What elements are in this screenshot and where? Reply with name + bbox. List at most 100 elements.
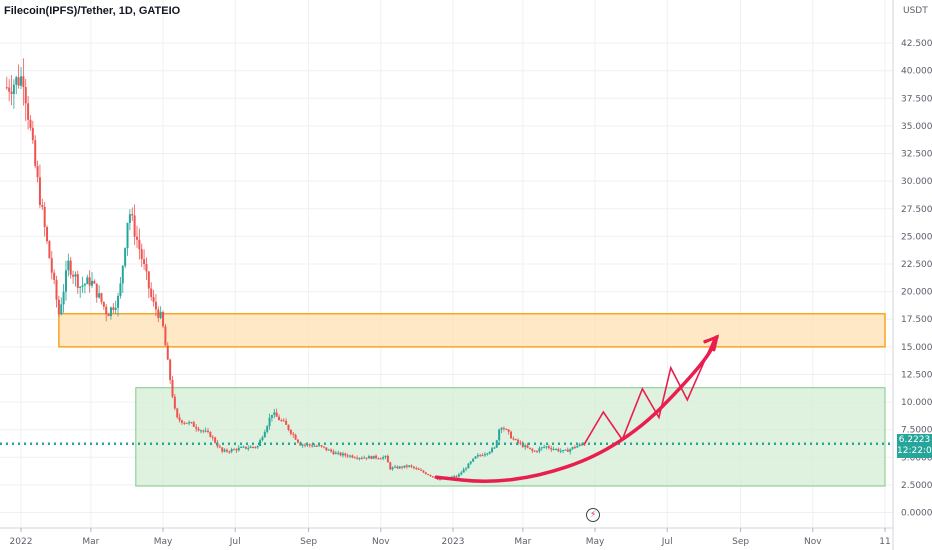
candle-body: [242, 446, 245, 448]
x-tick-label: 2023: [442, 537, 465, 547]
candle-body: [249, 446, 252, 448]
candle-body: [88, 277, 91, 286]
candle-body: [114, 307, 117, 310]
candle-body: [322, 446, 325, 448]
candle-body: [275, 412, 278, 417]
candle-body: [301, 444, 304, 446]
candle-body: [154, 301, 157, 310]
candle-body: [199, 430, 202, 432]
candle-body: [330, 449, 333, 452]
candle-body: [379, 458, 382, 460]
candle-body: [214, 437, 217, 443]
candle-body: [382, 457, 385, 459]
candle-body: [282, 420, 285, 422]
candle-body: [183, 422, 186, 424]
candle-body: [292, 433, 295, 435]
candle-body: [244, 446, 247, 449]
candle-body: [372, 455, 375, 459]
flash-icon[interactable]: ⚡: [586, 508, 600, 522]
candle-body: [427, 474, 430, 476]
x-tick-label: Nov: [372, 537, 390, 547]
candle-body: [126, 222, 129, 249]
y-tick-label: 12.5000: [901, 370, 932, 380]
candle-body: [349, 455, 352, 457]
candle-body: [34, 140, 37, 166]
candle-body: [431, 476, 434, 478]
candle-body: [157, 309, 160, 318]
candle-body: [105, 306, 108, 315]
candle-body: [332, 451, 335, 455]
candle-body: [143, 259, 146, 264]
candle-body: [304, 444, 307, 446]
candle-body: [315, 445, 318, 447]
candle-body: [543, 446, 546, 448]
x-tick-label: 2022: [10, 537, 33, 547]
y-tick-label: 37.5000: [901, 94, 932, 104]
candle-body: [365, 457, 368, 459]
candle-body: [178, 417, 181, 421]
candle-body: [517, 439, 520, 443]
x-tick-label: Mar: [82, 537, 99, 547]
candle-body: [337, 452, 340, 454]
candle-body: [98, 293, 101, 298]
candle-body: [571, 447, 574, 450]
candle-body: [15, 77, 18, 85]
candle-body: [538, 448, 541, 452]
x-tick-label: May: [154, 537, 173, 547]
candle-body: [5, 87, 8, 89]
x-tick-label: 11: [879, 537, 890, 547]
candle-body: [514, 439, 517, 441]
candle-body: [209, 431, 212, 437]
candle-body: [526, 445, 529, 448]
arc-arrowhead: [703, 334, 720, 352]
candle-body: [394, 466, 397, 468]
y-tick-label: 25.0000: [901, 232, 932, 242]
candle-body: [166, 345, 169, 360]
candle-body: [438, 479, 441, 481]
candle-body: [211, 436, 214, 438]
candle-body: [313, 445, 316, 447]
candle-body: [261, 437, 264, 441]
candle-body: [420, 469, 423, 471]
x-tick-label: May: [586, 537, 605, 547]
candle-body: [17, 77, 20, 86]
candle-body: [285, 420, 288, 425]
candle-body: [377, 458, 380, 460]
candle-body: [152, 297, 155, 302]
candle-body: [472, 458, 475, 462]
candle-body: [204, 430, 207, 432]
candle-body: [415, 468, 418, 470]
candle-body: [287, 424, 290, 430]
candle-body: [124, 248, 127, 266]
candle-body: [562, 449, 565, 451]
candle-body: [254, 446, 257, 448]
candle-body: [240, 447, 243, 449]
y-tick-label: 27.5000: [901, 205, 932, 215]
candle-body: [417, 468, 420, 470]
candle-body: [528, 447, 531, 449]
y-tick-label: 0.0000: [901, 509, 932, 519]
candle-body: [128, 214, 131, 223]
x-tick-label: Jul: [661, 537, 673, 547]
projection-zigzag: [583, 337, 716, 445]
candle-body: [24, 87, 27, 104]
candle-body: [235, 449, 238, 451]
candle-body: [48, 241, 51, 259]
y-tick-label: 15.0000: [901, 343, 932, 353]
candle-body: [289, 429, 292, 434]
y-axis-unit: USDT: [903, 6, 928, 16]
candle-body: [410, 465, 413, 467]
candle-body: [176, 408, 179, 418]
candle-body: [455, 476, 458, 478]
candle-body: [479, 455, 482, 457]
candle-body: [190, 422, 193, 424]
candle-body: [296, 439, 299, 443]
candle-body: [221, 447, 224, 452]
candle-body: [339, 452, 342, 456]
candle-body: [41, 205, 44, 207]
candle-body: [507, 429, 510, 432]
candle-body: [486, 453, 489, 455]
candle-body: [460, 472, 463, 475]
resistance-zone: [58, 312, 886, 348]
